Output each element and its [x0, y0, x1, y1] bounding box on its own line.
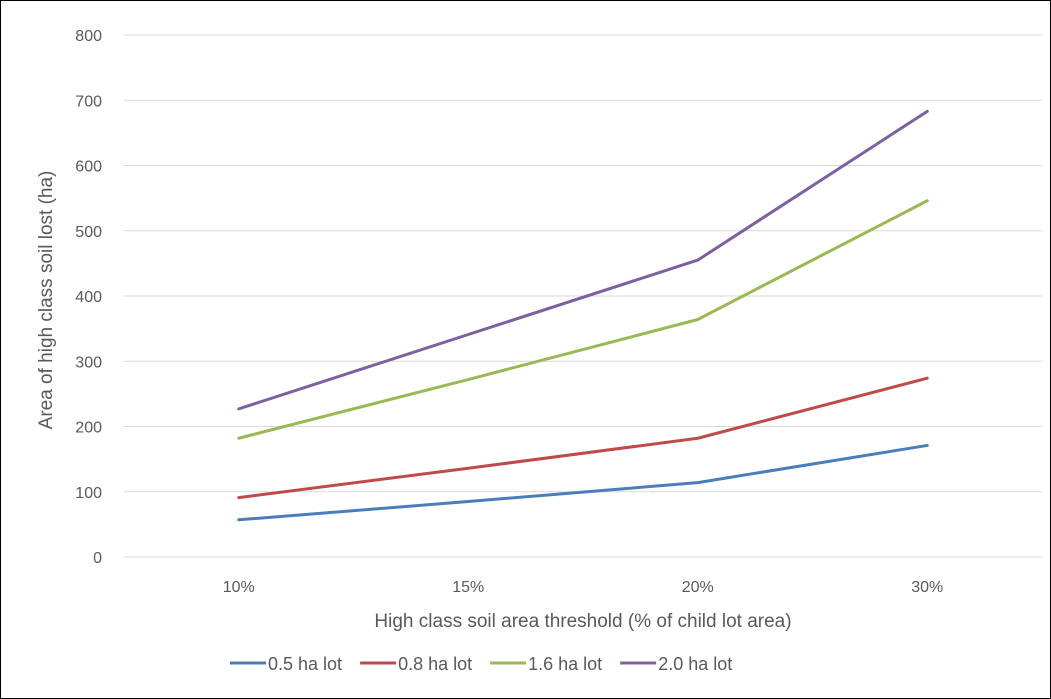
y-tick-label: 500: [75, 224, 102, 241]
x-axis-title: High class soil area threshold (% of chi…: [374, 611, 791, 632]
legend-label-0: 0.5 ha lot: [268, 654, 342, 674]
legend: 0.5 ha lot 0.8 ha lot 1.6 ha lot 2.0 ha lot: [230, 654, 732, 674]
y-tick-label: 0: [93, 550, 102, 567]
series-line-2: [237, 199, 929, 440]
x-tick-label: 15%: [452, 579, 484, 596]
x-axis-ticks: 10% 15% 20% 30%: [223, 579, 944, 596]
legend-label-3: 2.0 ha lot: [658, 654, 732, 674]
x-tick-label: 20%: [682, 579, 714, 596]
y-tick-label: 400: [75, 289, 102, 306]
series-line-1: [237, 376, 929, 500]
y-tick-label: 600: [75, 159, 102, 176]
series-lines: [237, 109, 929, 522]
y-tick-label: 100: [75, 485, 102, 502]
y-tick-label: 200: [75, 420, 102, 437]
y-axis-title: Area of high class soil lost (ha): [36, 171, 57, 430]
legend-label-2: 1.6 ha lot: [528, 654, 602, 674]
y-tick-label: 300: [75, 354, 102, 371]
legend-label-1: 0.8 ha lot: [398, 654, 472, 674]
series-line-3: [237, 109, 929, 411]
x-tick-label: 30%: [911, 579, 943, 596]
y-axis-ticks: 0 100 200 300 400 500 600 700 800: [75, 28, 102, 567]
series-line-0: [237, 443, 929, 522]
y-tick-label: 700: [75, 93, 102, 110]
y-tick-label: 800: [75, 28, 102, 45]
x-tick-label: 10%: [223, 579, 255, 596]
